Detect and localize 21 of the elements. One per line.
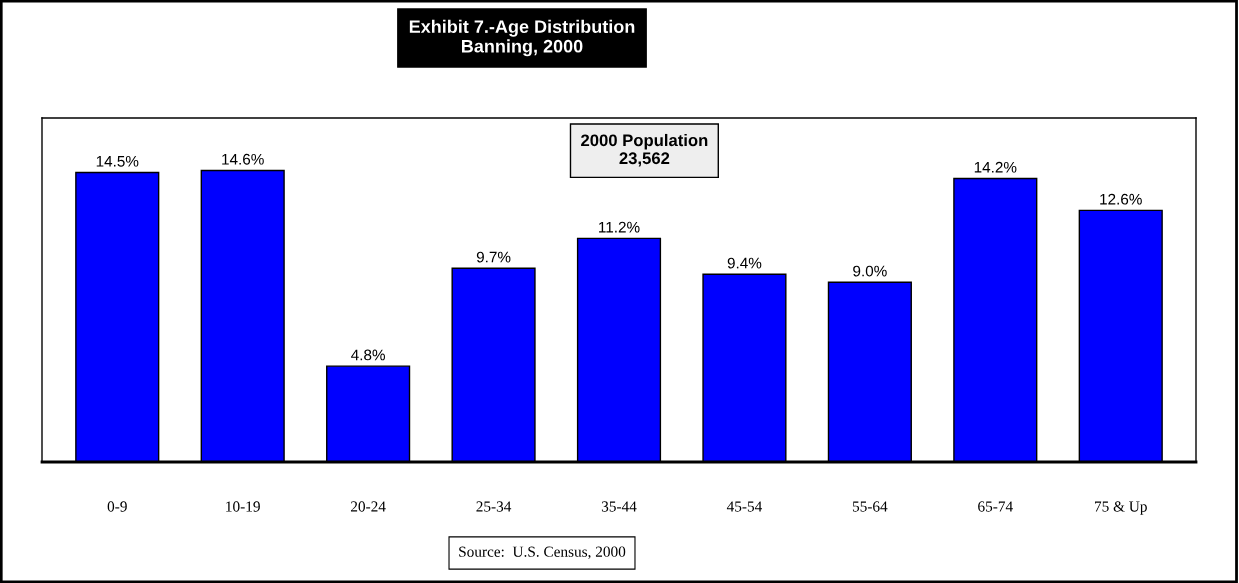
source-note: Source: U.S. Census, 2000 <box>459 546 626 560</box>
data-label: 14.5% <box>96 155 139 167</box>
x-tick-label: 65-74 <box>978 501 1013 512</box>
data-label: 9.7% <box>476 251 511 263</box>
data-label: 14.2% <box>974 161 1017 173</box>
data-label: 9.4% <box>727 257 762 269</box>
data-label: 4.8% <box>351 349 385 361</box>
x-tick-label: 55-64 <box>852 501 888 512</box>
data-label: 11.2% <box>599 221 640 233</box>
x-tick-label: 25-34 <box>476 501 512 512</box>
x-tick-label: 75 & Up <box>1095 501 1147 515</box>
x-tick-label: 45-54 <box>726 501 763 512</box>
x-tick-label: 0-9 <box>107 501 127 512</box>
x-tick-label: 10-19 <box>226 501 260 512</box>
data-label: 9.0% <box>853 265 887 277</box>
chart-title: Exhibit 7.-Age Distribution Banning, 2000 <box>409 19 635 57</box>
x-tick-label: 35-44 <box>601 501 637 512</box>
data-label: 14.6% <box>222 153 264 165</box>
data-label: 12.6% <box>1100 193 1142 205</box>
text: 2000 Population 23,562 <box>581 133 708 167</box>
x-tick-label: 20-24 <box>350 501 386 512</box>
